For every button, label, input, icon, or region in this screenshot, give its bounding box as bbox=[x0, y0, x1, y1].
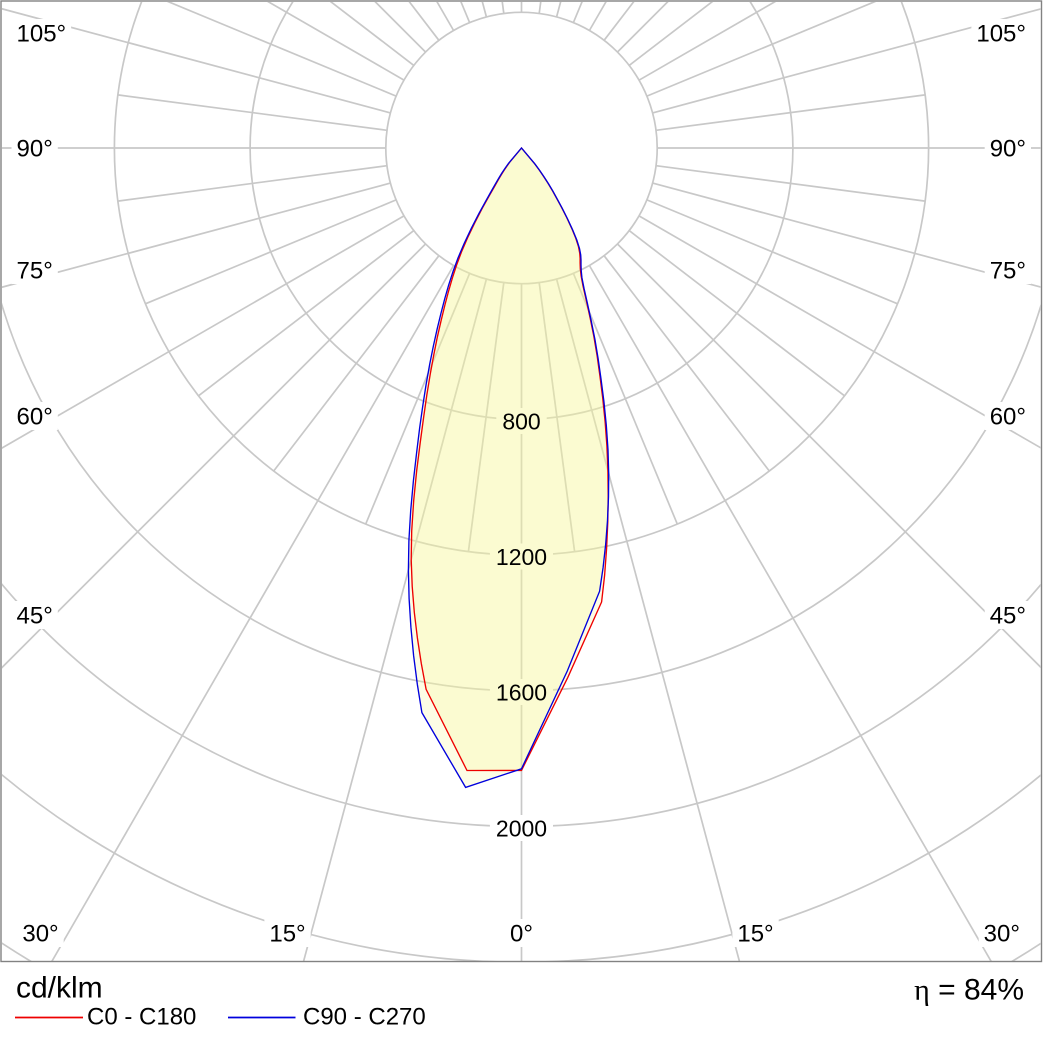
svg-text:15°: 15° bbox=[269, 921, 305, 948]
svg-text:2000: 2000 bbox=[496, 815, 547, 841]
svg-text:75°: 75° bbox=[990, 258, 1026, 285]
svg-text:η = 84%: η = 84% bbox=[914, 974, 1024, 1007]
svg-text:1600: 1600 bbox=[496, 679, 547, 705]
svg-text:45°: 45° bbox=[990, 603, 1026, 630]
svg-text:30°: 30° bbox=[22, 921, 58, 948]
svg-text:105°: 105° bbox=[976, 21, 1026, 48]
svg-text:45°: 45° bbox=[17, 603, 53, 630]
svg-text:105°: 105° bbox=[17, 21, 67, 48]
svg-text:800: 800 bbox=[502, 408, 540, 434]
svg-text:cd/klm: cd/klm bbox=[16, 972, 103, 1005]
svg-text:1200: 1200 bbox=[496, 544, 547, 570]
svg-text:C0 - C180: C0 - C180 bbox=[87, 1004, 196, 1031]
svg-text:0°: 0° bbox=[510, 921, 533, 948]
svg-text:15°: 15° bbox=[737, 921, 773, 948]
svg-text:60°: 60° bbox=[990, 404, 1026, 431]
svg-text:60°: 60° bbox=[17, 404, 53, 431]
svg-text:30°: 30° bbox=[984, 921, 1020, 948]
svg-text:90°: 90° bbox=[990, 136, 1026, 163]
svg-text:C90 - C270: C90 - C270 bbox=[303, 1004, 426, 1031]
svg-text:90°: 90° bbox=[17, 136, 53, 163]
svg-text:75°: 75° bbox=[17, 258, 53, 285]
